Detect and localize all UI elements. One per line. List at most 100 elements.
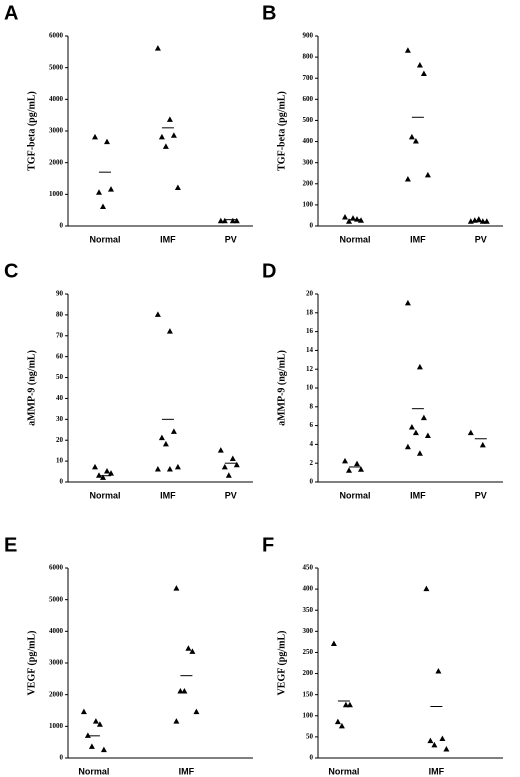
data-point xyxy=(431,741,438,748)
data-point xyxy=(420,414,427,421)
y-tick-label: 3000 xyxy=(49,127,64,135)
data-point xyxy=(96,721,103,727)
data-point xyxy=(443,746,450,752)
panel-letter: C xyxy=(4,260,18,282)
x-tick-label: Normal xyxy=(339,490,370,500)
data-point xyxy=(166,465,173,472)
y-tick-label: 30 xyxy=(56,415,64,423)
data-point xyxy=(92,133,98,140)
data-point xyxy=(166,116,173,122)
data-point xyxy=(173,585,180,591)
data-point xyxy=(170,428,177,434)
data-point xyxy=(479,441,486,448)
data-point xyxy=(96,189,102,195)
data-point xyxy=(404,443,411,450)
panel-letter: B xyxy=(262,2,276,24)
y-tick-label: 4 xyxy=(310,440,314,448)
y-tick-label: 600 xyxy=(303,95,314,103)
data-point xyxy=(346,467,352,473)
x-tick-label: Normal xyxy=(89,234,120,244)
data-point xyxy=(158,434,165,441)
y-tick-label: 0 xyxy=(310,754,314,762)
x-tick-label: PV xyxy=(225,490,237,500)
data-point xyxy=(225,472,232,478)
y-axis-label: VEGF (pg/mL) xyxy=(26,631,37,696)
data-point xyxy=(404,299,411,306)
panel-letter: A xyxy=(4,2,18,24)
data-point xyxy=(439,735,446,741)
data-point xyxy=(173,718,180,724)
data-point xyxy=(479,218,486,224)
y-axis-label: TGF-beta (pg/mL) xyxy=(276,91,287,171)
y-tick-label: 400 xyxy=(303,137,314,145)
y-tick-label: 12 xyxy=(306,365,314,373)
data-point xyxy=(342,214,348,220)
data-point xyxy=(424,432,431,438)
data-point xyxy=(100,474,106,480)
data-point xyxy=(221,217,228,224)
y-tick-label: 8 xyxy=(310,402,314,410)
data-point xyxy=(84,732,91,738)
y-tick-label: 800 xyxy=(303,53,314,61)
data-point xyxy=(96,472,102,478)
data-point xyxy=(358,466,364,472)
data-point xyxy=(233,461,240,468)
data-point xyxy=(427,737,434,744)
data-point xyxy=(354,460,360,467)
y-tick-label: 1000 xyxy=(49,722,64,730)
data-point xyxy=(346,218,352,224)
y-tick-label: 4000 xyxy=(49,627,64,635)
data-point xyxy=(416,62,423,68)
data-point xyxy=(193,708,200,715)
x-tick-label: PV xyxy=(475,234,487,244)
y-tick-label: 200 xyxy=(303,179,314,187)
x-tick-label: Normal xyxy=(89,490,120,500)
data-point xyxy=(342,457,348,464)
y-axis-label: VEGF (pg/mL) xyxy=(276,631,287,696)
x-tick-label: IMF xyxy=(160,234,176,244)
data-point xyxy=(100,746,107,753)
x-tick-label: IMF xyxy=(410,234,426,244)
y-tick-label: 100 xyxy=(303,200,314,208)
data-point xyxy=(154,45,161,51)
y-tick-label: 0 xyxy=(60,754,64,762)
panel-letter: D xyxy=(262,260,276,282)
data-point xyxy=(435,667,442,674)
data-point xyxy=(181,688,188,694)
x-tick-label: Normal xyxy=(328,766,359,776)
y-tick-label: 500 xyxy=(303,116,314,124)
data-point xyxy=(104,468,110,474)
data-point xyxy=(217,217,224,224)
y-tick-label: 5000 xyxy=(49,595,64,603)
data-point xyxy=(166,328,173,334)
y-tick-label: 300 xyxy=(303,158,314,166)
data-point xyxy=(229,455,236,462)
y-tick-label: 14 xyxy=(306,346,314,354)
data-point xyxy=(483,218,490,224)
data-point xyxy=(412,138,419,144)
y-tick-label: 40 xyxy=(56,394,64,402)
y-tick-label: 2000 xyxy=(49,690,64,698)
data-point xyxy=(174,463,181,470)
y-tick-label: 50 xyxy=(306,732,314,740)
data-point xyxy=(334,718,341,725)
data-point xyxy=(108,470,114,476)
y-tick-label: 150 xyxy=(303,690,314,698)
data-point xyxy=(189,648,196,654)
panel-letter: E xyxy=(4,534,17,556)
data-point xyxy=(404,176,411,182)
data-point xyxy=(158,133,165,140)
data-point xyxy=(108,186,114,192)
data-point xyxy=(346,701,353,708)
data-point xyxy=(467,429,474,436)
data-point xyxy=(424,171,431,178)
data-point xyxy=(92,718,99,724)
data-point xyxy=(404,47,411,53)
x-tick-label: IMF xyxy=(179,766,195,776)
y-tick-label: 200 xyxy=(303,669,314,677)
data-point xyxy=(233,217,240,224)
data-point xyxy=(92,463,98,470)
data-point xyxy=(162,440,169,447)
data-point xyxy=(185,645,192,651)
y-tick-label: 70 xyxy=(56,331,64,339)
